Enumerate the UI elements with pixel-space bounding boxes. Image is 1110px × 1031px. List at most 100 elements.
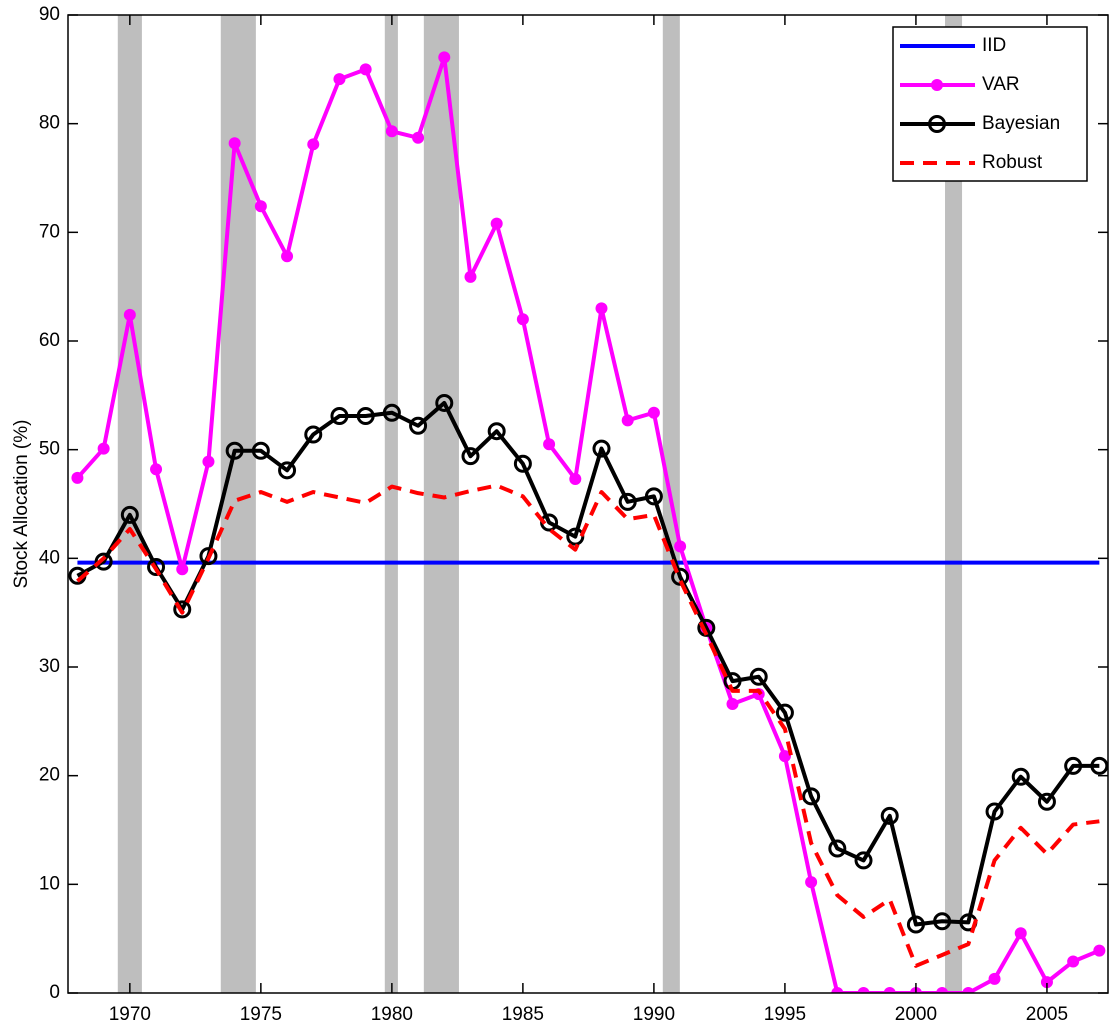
data-point [251, 441, 270, 460]
data-point [775, 703, 794, 722]
x-tick-label: 1990 [633, 1004, 675, 1025]
data-point [1014, 927, 1027, 940]
data-point [173, 600, 192, 619]
x-tick-label: 2005 [1026, 1004, 1068, 1025]
x-tick-label: 1995 [764, 1004, 806, 1025]
data-point [330, 406, 349, 425]
legend-box [892, 26, 1088, 182]
data-point [697, 618, 716, 637]
x-tick-label: 1970 [109, 1004, 151, 1025]
data-point [94, 552, 113, 571]
legend-label: Bayesian [982, 113, 1060, 134]
data-point [120, 505, 139, 524]
data-point [644, 487, 663, 506]
recession-band [220, 15, 256, 993]
series-line [76, 483, 1100, 968]
y-tick-label: 90 [39, 4, 60, 25]
data-point [304, 425, 323, 444]
data-point [828, 839, 847, 858]
data-point [97, 442, 110, 455]
data-point [936, 987, 949, 993]
data-point [176, 563, 189, 576]
series-line [75, 55, 1101, 993]
data-point [147, 558, 166, 577]
data-point [254, 200, 267, 213]
y-tick-label: 20 [39, 765, 60, 786]
data-point [307, 138, 320, 151]
y-tick-label: 60 [39, 330, 60, 351]
data-point [543, 438, 556, 451]
data-point [487, 422, 506, 441]
y-tick-label: 0 [49, 982, 60, 1003]
data-point [356, 406, 375, 425]
data-point [412, 131, 425, 144]
x-tick-label: 1980 [371, 1004, 413, 1025]
data-point [1090, 756, 1108, 775]
data-point [778, 750, 791, 763]
data-point [516, 313, 529, 326]
data-point [962, 987, 975, 993]
data-point [674, 540, 687, 553]
y-tick-label: 80 [39, 113, 60, 134]
data-point [228, 137, 241, 150]
data-point [359, 63, 372, 76]
data-point [906, 915, 925, 934]
y-tick-label: 50 [39, 439, 60, 460]
legend: IID VAR Bayesian Robust [892, 26, 1088, 182]
data-point [749, 667, 768, 686]
data-point [435, 393, 454, 412]
recession-band [945, 15, 963, 993]
legend-label: VAR [982, 74, 1020, 95]
data-point [857, 987, 870, 993]
data-point [647, 406, 660, 419]
y-tick-label: 40 [39, 547, 60, 568]
data-point [490, 217, 503, 230]
data-point [199, 547, 218, 566]
legend-marker [931, 79, 943, 91]
data-point [71, 471, 84, 484]
data-point [592, 439, 611, 458]
data-point [933, 912, 952, 931]
data-point [883, 987, 896, 993]
data-point [464, 270, 477, 283]
data-point [278, 461, 297, 480]
data-point [726, 697, 739, 710]
data-point [382, 403, 401, 422]
data-point [438, 51, 451, 64]
legend-label: Robust [982, 152, 1043, 173]
data-point [202, 455, 215, 468]
x-tick-label: 2000 [895, 1004, 937, 1025]
legend-marker [928, 115, 946, 133]
data-point [409, 416, 428, 435]
data-point [1011, 767, 1030, 786]
data-point [225, 441, 244, 460]
data-point [123, 308, 136, 321]
data-point [618, 492, 637, 511]
data-point [1040, 976, 1053, 989]
data-point [1093, 944, 1106, 957]
data-point [150, 463, 163, 476]
data-point [461, 447, 480, 466]
y-tick-label: 70 [39, 221, 60, 242]
data-point [595, 302, 608, 315]
data-point [569, 473, 582, 486]
data-point [333, 73, 346, 86]
recession-band [117, 15, 142, 993]
data-point [385, 125, 398, 138]
plot-frame [67, 14, 1109, 994]
x-tick-label: 1975 [240, 1004, 282, 1025]
legend-label: IID [982, 35, 1006, 56]
data-point [802, 787, 821, 806]
y-tick-label: 10 [39, 873, 60, 894]
y-tick-label: 30 [39, 656, 60, 677]
data-point [988, 972, 1001, 985]
recession-band [423, 15, 459, 993]
data-point [985, 802, 1004, 821]
x-tick-label: 1985 [502, 1004, 544, 1025]
data-point [1037, 792, 1056, 811]
line-layer [68, 51, 1108, 993]
recession-band [384, 15, 398, 993]
axes: 0 10 20 30 40 50 60 70 80 90 1970 1975 1980 1985 1990 1… [39, 4, 1109, 1025]
data-point [1067, 955, 1080, 968]
